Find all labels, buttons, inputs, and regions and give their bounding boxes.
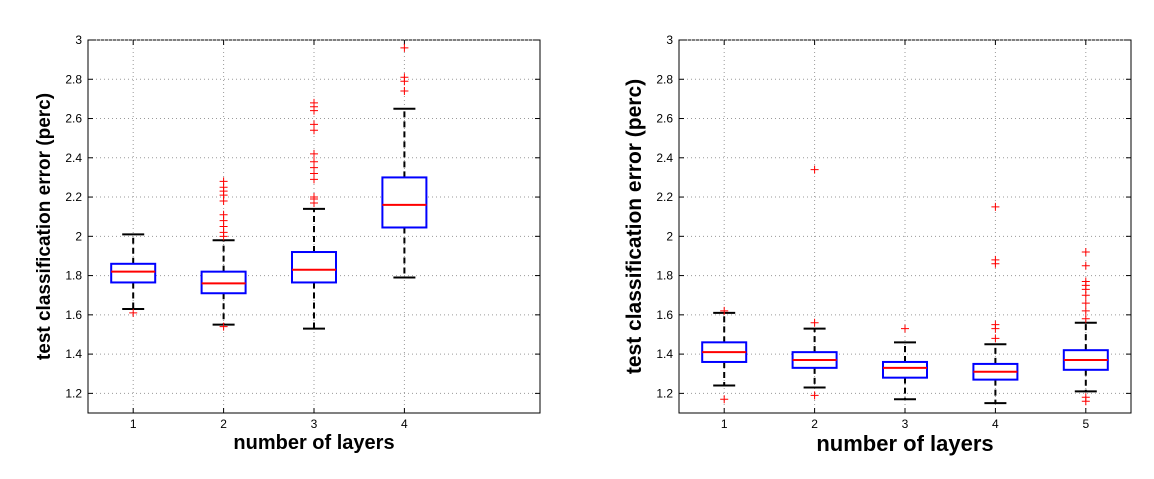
interquartile-box — [381, 176, 428, 229]
outlier-marker — [400, 43, 409, 52]
outlier-marker — [310, 98, 318, 107]
left-x-axis-label: number of layers — [233, 432, 394, 454]
box-plot-3 — [291, 98, 337, 330]
box-plot-1 — [701, 306, 748, 404]
outlier-marker — [219, 177, 228, 186]
box-plot-2 — [791, 165, 838, 400]
right-chart-panel: 1.2 1.4 1.6 1.8 2 2.2 2.4 2.6 2.8 3 1 2 3 4 5 number … — [623, 33, 1132, 456]
outlier-marker — [810, 391, 819, 400]
right-x-axis-label: number of layers — [816, 431, 993, 456]
y-tick-label: 1.2 — [656, 386, 673, 400]
left-y-axis-label: test classification error (perc) — [34, 93, 55, 360]
box-plot-4 — [381, 43, 428, 279]
outlier-marker — [1081, 314, 1090, 323]
outlier-marker — [310, 120, 318, 129]
y-tick-label: 1.6 — [656, 308, 673, 322]
right-y-axis-label: test classification error (perc) — [623, 79, 646, 374]
y-tick-label: 1.4 — [65, 347, 82, 361]
y-tick-label: 2 — [75, 229, 82, 243]
outlier-marker — [901, 324, 909, 333]
y-tick-label: 2.2 — [65, 190, 82, 204]
outlier-marker — [1081, 306, 1090, 315]
outlier-marker — [219, 322, 228, 331]
x-tick-label: 1 — [130, 417, 137, 431]
outlier-marker — [720, 306, 729, 315]
outlier-marker — [1081, 393, 1090, 402]
left-y-ticks: 1.2 1.4 1.6 1.8 2 2.2 2.4 2.6 2.8 3 — [65, 33, 540, 400]
outlier-marker — [720, 395, 729, 404]
interquartile-box — [291, 251, 337, 284]
y-tick-label: 2.4 — [65, 151, 82, 165]
interquartile-box — [882, 360, 928, 379]
right-x-ticks: 1 2 3 4 5 — [721, 40, 1089, 431]
x-tick-label: 2 — [220, 417, 227, 431]
outlier-marker — [991, 334, 1000, 343]
outlier-marker — [991, 255, 1000, 264]
y-tick-label: 3 — [666, 33, 673, 47]
outlier-marker — [310, 149, 318, 158]
outlier-marker — [810, 318, 819, 327]
outlier-marker — [219, 210, 228, 219]
box-plot-2 — [200, 177, 247, 331]
y-tick-label: 2.8 — [65, 72, 82, 86]
outlier-marker — [1081, 277, 1090, 286]
right-grid — [679, 39, 1131, 413]
y-tick-label: 1.8 — [65, 269, 82, 283]
left-grid — [88, 39, 540, 413]
box-plot-4 — [972, 202, 1019, 405]
x-tick-label: 3 — [902, 417, 909, 431]
outlier-marker — [1081, 248, 1090, 257]
box-plot-1 — [110, 233, 157, 317]
x-tick-label: 5 — [1082, 417, 1089, 431]
y-tick-label: 1.4 — [656, 347, 673, 361]
x-tick-label: 1 — [721, 417, 728, 431]
y-tick-label: 2.4 — [656, 151, 673, 165]
outlier-marker — [129, 308, 138, 317]
outlier-marker — [400, 73, 409, 82]
outlier-marker — [1081, 299, 1090, 308]
y-tick-label: 1.2 — [65, 386, 82, 400]
interquartile-box — [110, 262, 157, 284]
y-tick-label: 1.8 — [656, 269, 673, 283]
outlier-marker — [400, 87, 409, 96]
left-chart-panel: 1.2 1.4 1.6 1.8 2 2.2 2.4 2.6 2.8 3 1 2 3 4 number o… — [34, 33, 541, 454]
outlier-marker — [991, 320, 1000, 329]
y-tick-label: 1.6 — [65, 308, 82, 322]
y-tick-label: 2.8 — [656, 72, 673, 86]
outlier-marker — [991, 202, 1000, 211]
y-tick-label: 2.2 — [656, 190, 673, 204]
right-boxes — [701, 165, 1109, 406]
x-tick-label: 4 — [992, 417, 999, 431]
x-tick-label: 2 — [811, 417, 818, 431]
left-boxes — [110, 43, 428, 331]
right-y-ticks: 1.2 1.4 1.6 1.8 2 2.2 2.4 2.6 2.8 3 — [656, 33, 1131, 400]
outlier-marker — [810, 165, 819, 174]
box-plot-3 — [882, 324, 928, 401]
outlier-marker — [1081, 261, 1090, 270]
box-plot-5 — [1062, 248, 1109, 406]
y-tick-label: 2 — [666, 229, 673, 243]
x-tick-label: 3 — [311, 417, 318, 431]
y-tick-label: 3 — [75, 33, 82, 47]
outlier-marker — [310, 193, 318, 202]
x-tick-label: 4 — [401, 417, 408, 431]
outlier-marker — [310, 157, 318, 166]
y-tick-label: 2.6 — [65, 112, 82, 126]
y-tick-label: 2.6 — [656, 112, 673, 126]
